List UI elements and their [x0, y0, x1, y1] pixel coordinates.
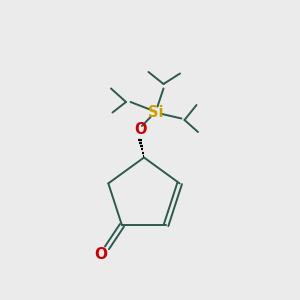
Text: Si: Si [148, 105, 164, 120]
Text: O: O [94, 247, 107, 262]
Text: O: O [134, 122, 147, 137]
